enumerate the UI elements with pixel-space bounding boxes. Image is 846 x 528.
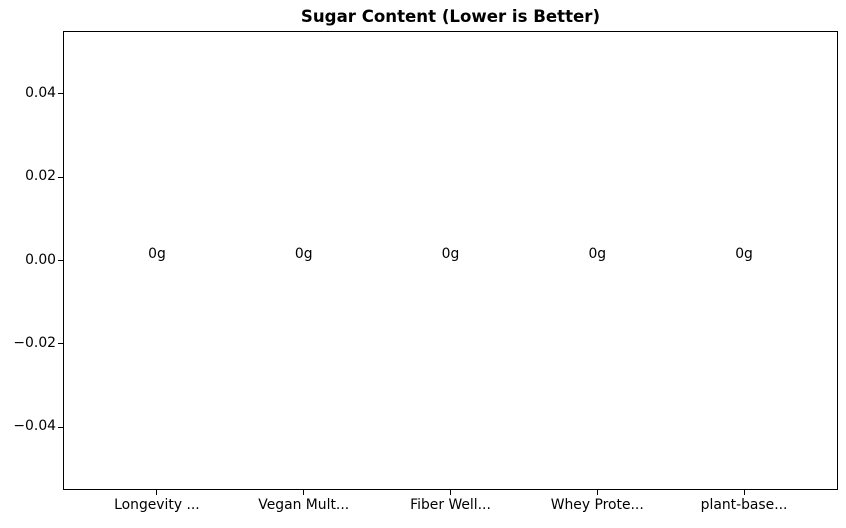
x-tick-mark — [596, 490, 598, 495]
bar-value-label: 0g — [294, 245, 313, 262]
bar-value-label: 0g — [148, 245, 166, 262]
y-tick-mark — [58, 93, 63, 95]
y-tick-label: 0.04 — [25, 84, 56, 101]
y-tick-mark — [58, 343, 63, 345]
y-tick-mark — [58, 176, 63, 178]
y-tick-mark — [58, 260, 63, 261]
y-tick-mark — [58, 426, 63, 428]
chart-title: Sugar Content (Lower is Better) — [300, 7, 601, 26]
x-tick-mark — [303, 490, 305, 495]
x-tick-label: Fiber Well... — [410, 497, 491, 513]
y-tick-label: 0.00 — [25, 251, 56, 268]
bar-value-label: 0g — [735, 245, 753, 262]
y-tick-label: −0.02 — [13, 335, 56, 351]
x-tick-mark — [450, 490, 451, 495]
x-tick-label: Whey Prote... — [550, 497, 644, 513]
x-tick-mark — [156, 490, 158, 495]
plot-area — [63, 31, 838, 490]
x-tick-label: Vegan Mult... — [258, 497, 350, 513]
x-tick-mark — [743, 490, 745, 495]
x-tick-label: plant-base... — [700, 497, 788, 513]
x-tick-label: Longevity ... — [114, 497, 200, 513]
bar-value-label: 0g — [588, 245, 607, 262]
y-tick-label: −0.04 — [13, 418, 56, 435]
bar-value-label: 0g — [441, 245, 460, 262]
y-tick-label: 0.02 — [25, 168, 56, 185]
